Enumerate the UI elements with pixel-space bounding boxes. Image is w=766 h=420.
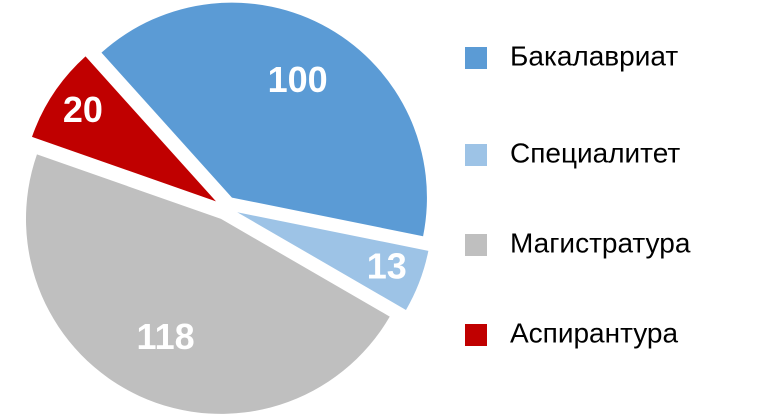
data-label: 100 [268,59,328,100]
pie-slice [31,56,217,202]
legend-label: Бакалавриат [510,40,678,71]
data-label: 20 [63,89,103,130]
data-label: 13 [367,245,407,286]
legend-label: Магистратура [510,227,691,258]
pie-slice [101,2,427,237]
legend-swatch [465,144,487,166]
pie-slice [237,212,429,310]
legend-label: Специалитет [510,137,680,168]
legend-swatch [465,324,487,346]
legend-label: Аспирантура [510,317,678,348]
legend-swatch [465,47,487,69]
legend-swatch [465,234,487,256]
pie-slice [25,154,390,414]
data-label: 118 [137,316,195,357]
